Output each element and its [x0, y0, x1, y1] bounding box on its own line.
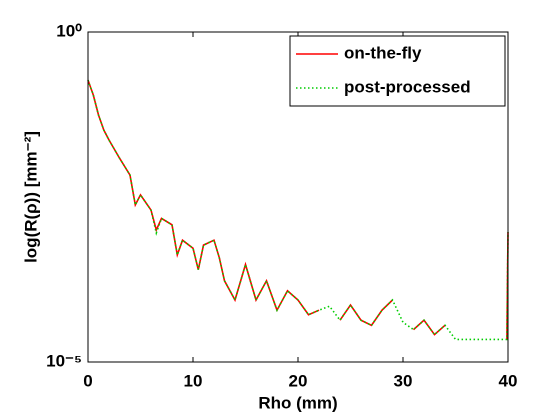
x-axis-label: Rho (mm): [258, 393, 337, 412]
x-tick-label: 30: [394, 371, 413, 390]
legend-label: on-the-fly: [344, 43, 422, 62]
x-tick-label: 10: [184, 371, 203, 390]
legend-box: [289, 35, 506, 107]
y-tick-label: 10⁰: [56, 21, 82, 40]
x-tick-label: 20: [289, 371, 308, 390]
x-tick-label: 0: [83, 371, 92, 390]
legend-label: post-processed: [344, 77, 471, 96]
y-tick-label: 10⁻⁵: [46, 351, 82, 370]
x-tick-label: 40: [499, 371, 518, 390]
y-axis-label: log(R(ρ)) [mm⁻²]: [21, 131, 40, 263]
